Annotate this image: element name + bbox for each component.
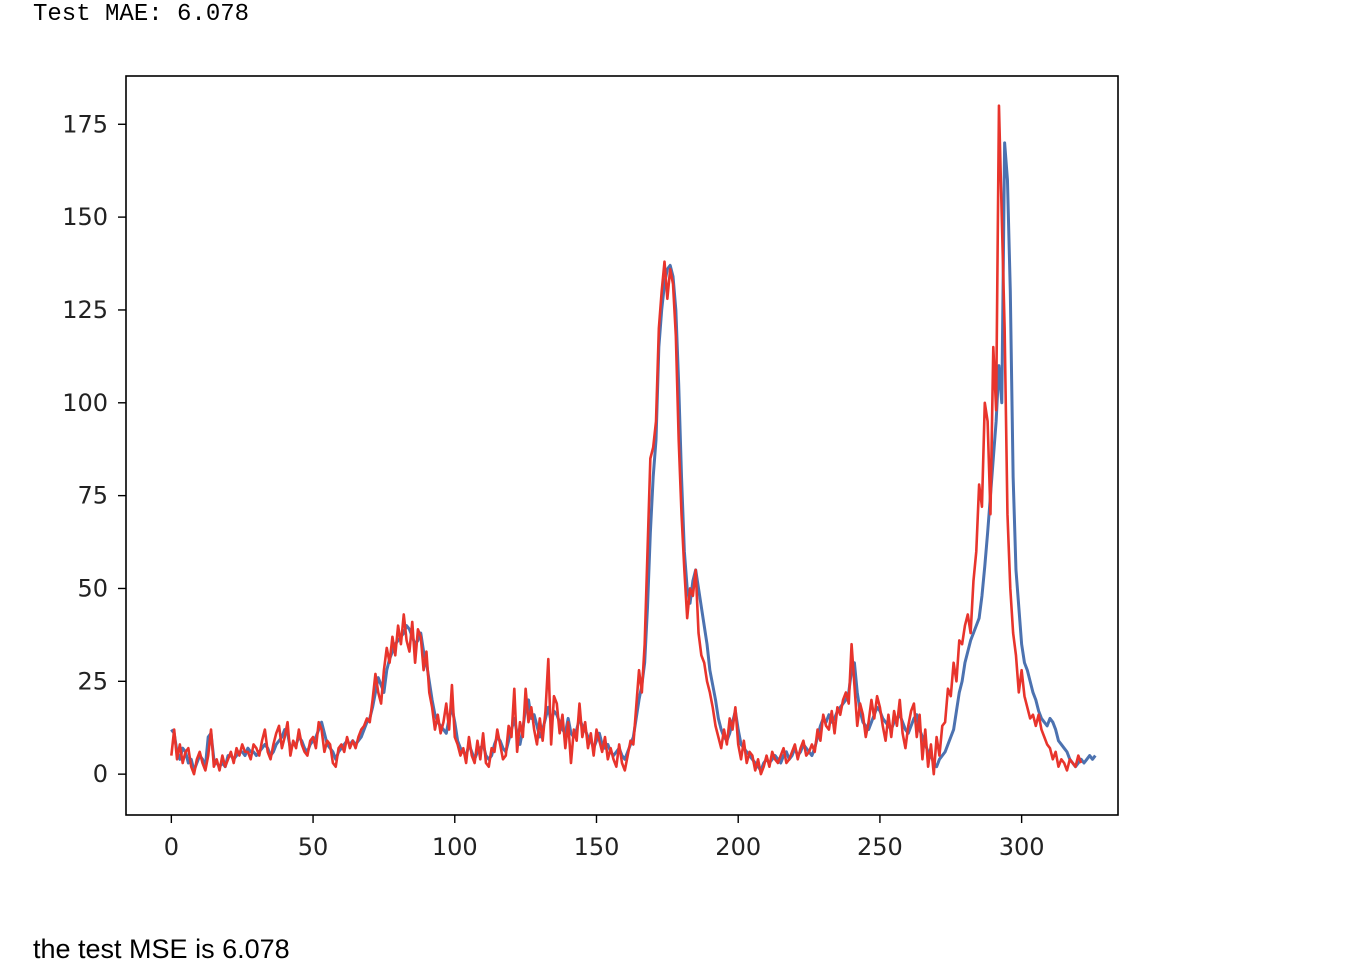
y-tick-label: 150 [62,203,108,231]
y-tick-label: 100 [62,389,108,417]
x-tick-label: 0 [164,833,179,861]
x-tick-label: 250 [857,833,903,861]
y-tick-label: 175 [62,110,108,138]
plot-frame [125,75,1119,816]
x-tick-label: 300 [999,833,1045,861]
test-mse-caption: the test MSE is 6.078 [33,934,290,964]
x-tick-label: 150 [574,833,620,861]
axes-layer: 0 50 100 150 200 250 300 0 25 50 75 100 125 150 175 [62,75,1119,861]
y-tick-label: 125 [62,296,108,324]
test-mae-output: Test MAE: 6.078 [33,1,250,28]
y-tick-label: 0 [93,760,108,788]
x-tick-label: 200 [715,833,761,861]
y-tick-label: 25 [77,667,108,695]
y-tick-label: 50 [77,574,108,602]
x-tick-label: 50 [298,833,329,861]
x-tick-label: 100 [432,833,478,861]
y-tick-label: 75 [77,482,108,510]
series-layer [170,104,1097,776]
series-line-2 [170,104,1083,776]
